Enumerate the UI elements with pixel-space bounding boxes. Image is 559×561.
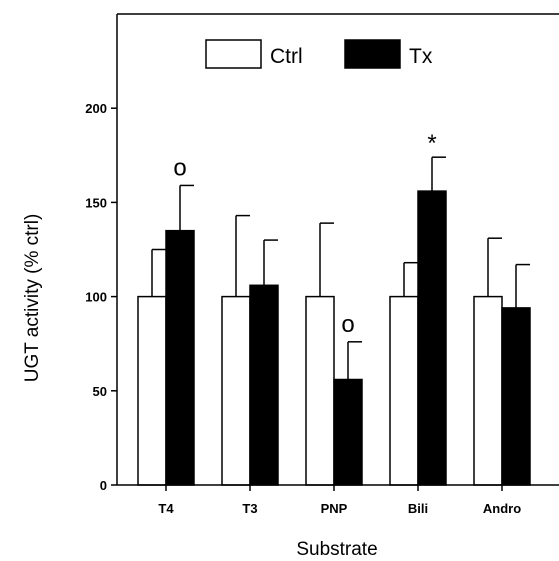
bar-tx-bili: [417, 190, 447, 486]
plot-area: o o *: [117, 13, 559, 486]
y-tick-label: 200: [85, 101, 107, 116]
legend-swatch-tx: [344, 39, 401, 69]
y-axis: 0 50 100 150 200: [85, 14, 118, 493]
legend-label-ctrl: Ctrl: [270, 45, 303, 68]
significance-marker: o: [341, 311, 354, 338]
bar-ctrl-t3: [221, 295, 251, 486]
x-axis: T4 T3 PNP Bili Andro: [117, 484, 559, 516]
legend: Ctrl Tx: [205, 39, 433, 69]
bar-tx-t4: [165, 229, 195, 486]
x-tick-label: T4: [158, 501, 174, 516]
bar-ctrl-bili: [389, 295, 419, 486]
bar-tx-pnp: [333, 378, 363, 486]
bar-ctrl-pnp: [305, 295, 335, 486]
significance-marker: o: [173, 154, 186, 181]
y-tick-label: 50: [93, 384, 107, 399]
x-tick-label: PNP: [321, 501, 348, 516]
y-axis-title: UGT activity (% ctrl): [22, 214, 43, 383]
legend-swatch-ctrl: [205, 39, 262, 69]
significance-marker: *: [427, 130, 436, 157]
y-tick-label: 100: [85, 290, 107, 305]
y-tick-label: 0: [100, 478, 107, 493]
x-tick-label: Andro: [483, 501, 521, 516]
legend-label-tx: Tx: [409, 45, 433, 68]
bar-tx-andro: [501, 307, 531, 486]
bar-tx-t3: [249, 284, 279, 486]
x-axis-title: Substrate: [296, 539, 377, 560]
bar-ctrl-andro: [473, 295, 503, 486]
bar-ctrl-t4: [137, 295, 167, 486]
x-tick-label: Bili: [408, 501, 428, 516]
x-tick-label: T3: [242, 501, 257, 516]
y-tick-label: 150: [85, 195, 107, 210]
